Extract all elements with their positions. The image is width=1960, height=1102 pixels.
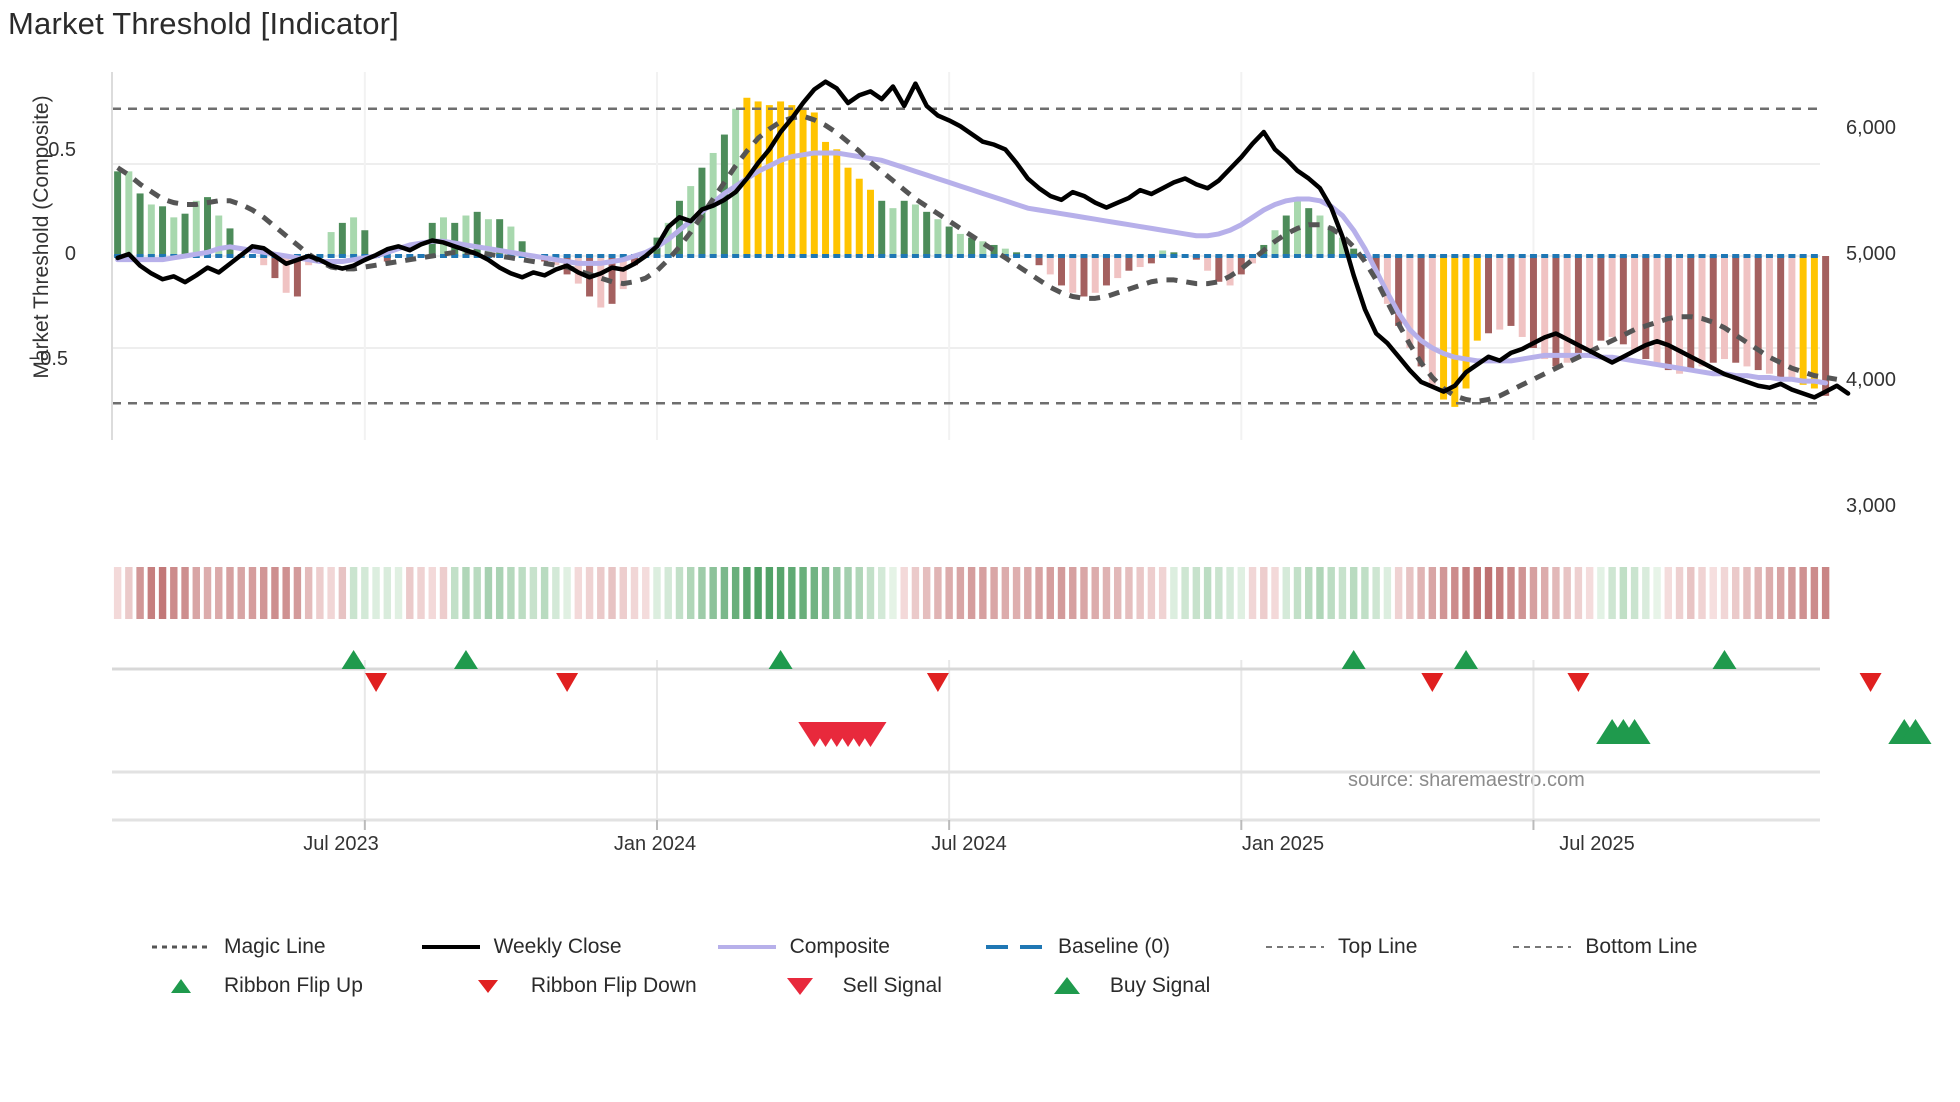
legend-label: Magic Line — [224, 935, 326, 958]
legend-label: Sell Signal — [842, 974, 942, 997]
red-down-triangle-large-icon — [769, 976, 831, 996]
dashed-blue-line-icon — [984, 937, 1046, 957]
legend-item-sell-signal[interactable]: Sell Signal — [769, 974, 942, 998]
right-axis-tick-3: 3,000 — [1846, 495, 1897, 517]
x-axis-tick-2: Jul 2024 — [931, 833, 1007, 855]
left-axis-tick-2: −0.5 — [28, 348, 68, 370]
ribbon-flip-markers — [112, 650, 1882, 692]
page-title: Market Threshold [Indicator] — [8, 6, 399, 41]
dashed-gray-line-icon — [150, 937, 212, 957]
grid-lines — [112, 72, 1820, 820]
legend-item-buy-signal[interactable]: Buy Signal — [1036, 974, 1210, 998]
right-axis-tick-1: 5,000 — [1846, 243, 1897, 265]
x-axis-tick-4: Jul 2025 — [1559, 833, 1635, 855]
chart-canvas — [111, 72, 1932, 830]
x-axis-tick-1: Jan 2024 — [613, 833, 697, 855]
x-axis-tick-3: Jan 2025 — [1241, 833, 1325, 855]
threshold-lines — [112, 107, 1820, 405]
red-down-triangle-icon — [457, 976, 519, 996]
solid-black-line-icon — [420, 937, 482, 957]
legend-item-weekly-close[interactable]: Weekly Close — [420, 935, 622, 959]
legend-item-ribbon-flip-up[interactable]: Ribbon Flip Up — [150, 974, 363, 998]
axis-lines — [111, 72, 1820, 830]
legend-item-ribbon-flip-down[interactable]: Ribbon Flip Down — [457, 974, 697, 998]
source-attribution: source: sharemaestro.com — [1348, 769, 1585, 791]
legend-item-top-line[interactable]: Top Line — [1264, 935, 1417, 959]
solid-lavender-line-icon — [716, 937, 778, 957]
x-axis-tick-0: Jul 2023 — [303, 833, 379, 855]
dashed-gray-thin-line-icon — [1511, 937, 1573, 957]
legend-row-2: Ribbon Flip Up Ribbon Flip Down Sell Sig… — [150, 974, 1218, 998]
green-up-triangle-icon — [150, 976, 212, 996]
right-axis-tick-2: 4,000 — [1846, 369, 1897, 391]
legend-label: Bottom Line — [1585, 935, 1698, 958]
legend-label: Ribbon Flip Up — [224, 974, 363, 997]
weekly-close-line — [115, 79, 1851, 400]
dashed-gray-thin-line-icon — [1264, 937, 1326, 957]
right-axis-tick-0: 6,000 — [1846, 117, 1897, 139]
green-up-triangle-large-icon — [1036, 976, 1098, 996]
legend-label: Composite — [789, 935, 890, 958]
legend-item-baseline[interactable]: Baseline (0) — [984, 935, 1170, 959]
legend-label: Weekly Close — [493, 935, 622, 958]
legend-item-magic-line[interactable]: Magic Line — [150, 935, 326, 959]
legend-item-bottom-line[interactable]: Bottom Line — [1511, 935, 1698, 959]
left-axis-tick-0: 0.5 — [48, 139, 76, 161]
legend-row-1: Magic Line Weekly Close Composite Baseli… — [150, 935, 1706, 959]
legend-label: Ribbon Flip Down — [530, 974, 697, 997]
legend-label: Top Line — [1338, 935, 1418, 958]
legend-item-composite[interactable]: Composite — [716, 935, 890, 959]
legend-label: Baseline (0) — [1057, 935, 1171, 958]
left-axis-tick-1: 0 — [64, 243, 76, 265]
ribbon-strip — [113, 567, 1830, 619]
buy-sell-signal-markers — [798, 719, 1932, 747]
legend-label: Buy Signal — [1109, 974, 1211, 997]
